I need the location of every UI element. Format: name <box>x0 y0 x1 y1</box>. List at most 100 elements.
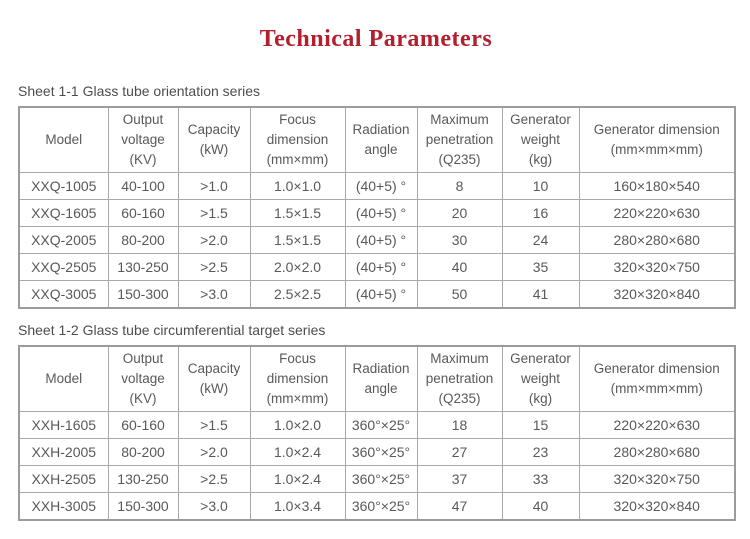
value-cell: >1.5 <box>177 411 251 439</box>
value-cell: >3.0 <box>177 492 251 521</box>
value-cell: 60-160 <box>107 411 179 439</box>
table-row: XXQ-1005 40-100 >1.0 1.0×1.0 (40+5) ° 8 10 160×… <box>18 172 736 200</box>
value-cell: 60-160 <box>107 199 179 227</box>
value-cell: 33 <box>501 465 580 493</box>
value-cell: 30 <box>416 226 503 254</box>
value-cell: 37 <box>416 465 503 493</box>
value-cell: 1.0×2.0 <box>249 411 346 439</box>
value-cell: 80-200 <box>107 438 179 466</box>
value-cell: 80-200 <box>107 226 179 254</box>
value-cell: (40+5) ° <box>344 226 418 254</box>
value-cell: 35 <box>501 253 580 281</box>
value-cell: 41 <box>501 280 580 309</box>
header-row: Model Output voltage (KV) Capacity (kW) Foc… <box>18 345 736 412</box>
value-cell: (40+5) ° <box>344 253 418 281</box>
table-row: XXH-2005 80-200 >2.0 1.0×2.4 360°×25° 27 23 280… <box>18 438 736 466</box>
value-cell: 150-300 <box>107 280 179 309</box>
value-cell: 16 <box>501 199 580 227</box>
value-cell: 150-300 <box>107 492 179 521</box>
page-title: Technical Parameters <box>259 26 493 52</box>
value-cell: 47 <box>416 492 503 521</box>
table-row: XXH-3005 150-300 >3.0 1.0×3.4 360°×25° 47 40 32… <box>18 492 736 521</box>
column-header: Generator dimension (mm×mm×mm) <box>578 345 736 412</box>
value-cell: 8 <box>416 172 503 200</box>
value-cell: 40-100 <box>107 172 179 200</box>
value-cell: 320×320×750 <box>578 253 736 281</box>
column-header: Model <box>18 106 109 173</box>
table-glass-tube-orientation-series: Model Output voltage (KV) Capacity (kW) Foc… <box>18 106 736 309</box>
value-cell: 18 <box>416 411 503 439</box>
model-cell: XXH-1605 <box>18 411 109 439</box>
table-glass-tube-circumferential-target-series: Model Output voltage (KV) Capacity (kW) Foc… <box>18 345 736 521</box>
value-cell: 40 <box>501 492 580 521</box>
value-cell: 10 <box>501 172 580 200</box>
column-header: Maximum penetration (Q235) <box>416 345 503 412</box>
value-cell: 20 <box>416 199 503 227</box>
value-cell: 360°×25° <box>344 411 418 439</box>
column-header: Focus dimension (mm×mm) <box>249 106 346 173</box>
value-cell: 160×180×540 <box>578 172 736 200</box>
column-header: Maximum penetration (Q235) <box>416 106 503 173</box>
value-cell: 15 <box>501 411 580 439</box>
column-header: Generator dimension (mm×mm×mm) <box>578 106 736 173</box>
value-cell: (40+5) ° <box>344 280 418 309</box>
column-header: Radiation angle <box>344 345 418 412</box>
column-header: Focus dimension (mm×mm) <box>249 345 346 412</box>
value-cell: >2.0 <box>177 226 251 254</box>
value-cell: 360°×25° <box>344 438 418 466</box>
value-cell: 280×280×680 <box>578 226 736 254</box>
value-cell: >2.0 <box>177 438 251 466</box>
table-row: XXH-1605 60-160 >1.5 1.0×2.0 360°×25° 18 15 220… <box>18 411 736 439</box>
value-cell: 1.0×3.4 <box>249 492 346 521</box>
value-cell: 23 <box>501 438 580 466</box>
value-cell: 1.5×1.5 <box>249 199 346 227</box>
table-row: XXH-2505 130-250 >2.5 1.0×2.4 360°×25° 37 33 32… <box>18 465 736 493</box>
model-cell: XXQ-1005 <box>18 172 109 200</box>
value-cell: 220×220×630 <box>578 199 736 227</box>
value-cell: 50 <box>416 280 503 309</box>
column-header: Capacity (kW) <box>177 345 251 412</box>
value-cell: 320×320×840 <box>578 492 736 521</box>
table-row: XXQ-2505 130-250 >2.5 2.0×2.0 (40+5) ° 40 35 32… <box>18 253 736 281</box>
table-row: XXQ-3005 150-300 >3.0 2.5×2.5 (40+5) ° 50 41 32… <box>18 280 736 309</box>
column-header: Capacity (kW) <box>177 106 251 173</box>
model-cell: XXQ-2505 <box>18 253 109 281</box>
value-cell: >2.5 <box>177 253 251 281</box>
value-cell: 360°×25° <box>344 492 418 521</box>
model-cell: XXQ-2005 <box>18 226 109 254</box>
value-cell: 1.0×1.0 <box>249 172 346 200</box>
model-cell: XXH-2505 <box>18 465 109 493</box>
value-cell: 1.5×1.5 <box>249 226 346 254</box>
value-cell: 220×220×630 <box>578 411 736 439</box>
value-cell: 1.0×2.4 <box>249 465 346 493</box>
model-cell: XXH-2005 <box>18 438 109 466</box>
column-header: Generator weight (kg) <box>501 106 580 173</box>
value-cell: 2.0×2.0 <box>249 253 346 281</box>
model-cell: XXQ-1605 <box>18 199 109 227</box>
table-caption-sheet-1-2: Sheet 1-2 Glass tube circumferential tar… <box>18 322 326 338</box>
column-header: Output voltage (KV) <box>107 345 179 412</box>
value-cell: 24 <box>501 226 580 254</box>
value-cell: 1.0×2.4 <box>249 438 346 466</box>
value-cell: 360°×25° <box>344 465 418 493</box>
column-header: Generator weight (kg) <box>501 345 580 412</box>
value-cell: >2.5 <box>177 465 251 493</box>
header-row: Model Output voltage (KV) Capacity (kW) Foc… <box>18 106 736 173</box>
value-cell: (40+5) ° <box>344 172 418 200</box>
value-cell: >1.5 <box>177 199 251 227</box>
value-cell: 130-250 <box>107 465 179 493</box>
value-cell: 280×280×680 <box>578 438 736 466</box>
value-cell: 27 <box>416 438 503 466</box>
value-cell: 40 <box>416 253 503 281</box>
table-row: XXQ-1605 60-160 >1.5 1.5×1.5 (40+5) ° 20 16 220… <box>18 199 736 227</box>
table-row: XXQ-2005 80-200 >2.0 1.5×1.5 (40+5) ° 30 24 280… <box>18 226 736 254</box>
value-cell: 2.5×2.5 <box>249 280 346 309</box>
value-cell: >1.0 <box>177 172 251 200</box>
value-cell: 130-250 <box>107 253 179 281</box>
value-cell: >3.0 <box>177 280 251 309</box>
model-cell: XXH-3005 <box>18 492 109 521</box>
table-caption-sheet-1-1: Sheet 1-1 Glass tube orientation series <box>18 83 261 99</box>
value-cell: 320×320×750 <box>578 465 736 493</box>
column-header: Model <box>18 345 109 412</box>
model-cell: XXQ-3005 <box>18 280 109 309</box>
